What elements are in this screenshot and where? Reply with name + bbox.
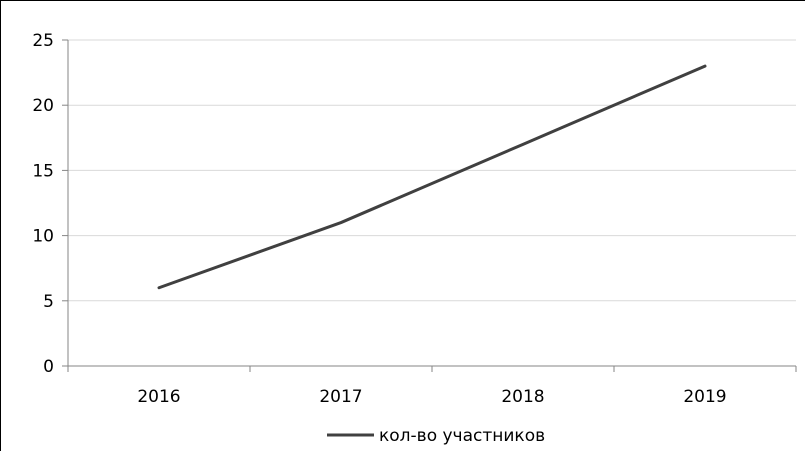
y-tick-label: 25	[32, 31, 54, 51]
y-tick-labels: 0 5 10 15 20 25	[32, 31, 54, 377]
x-tick-label: 2017	[319, 387, 362, 407]
series-lines	[157, 64, 707, 290]
y-tick-label: 10	[32, 227, 54, 247]
y-tick-label: 20	[32, 96, 54, 116]
axes	[62, 39, 797, 372]
gridlines	[68, 39, 796, 302]
x-tick-label: 2019	[683, 387, 726, 407]
x-tick-label: 2016	[137, 387, 180, 407]
legend: кол-во участников	[327, 426, 545, 446]
y-tick-label: 15	[32, 161, 54, 181]
y-tick-label: 5	[43, 292, 54, 312]
y-tick-label: 0	[43, 357, 54, 377]
x-tick-label: 2018	[501, 387, 544, 407]
legend-label: кол-во участников	[379, 426, 545, 446]
x-tick-labels: 2016 2017 2018 2019	[137, 387, 726, 407]
series-line	[157, 64, 707, 290]
